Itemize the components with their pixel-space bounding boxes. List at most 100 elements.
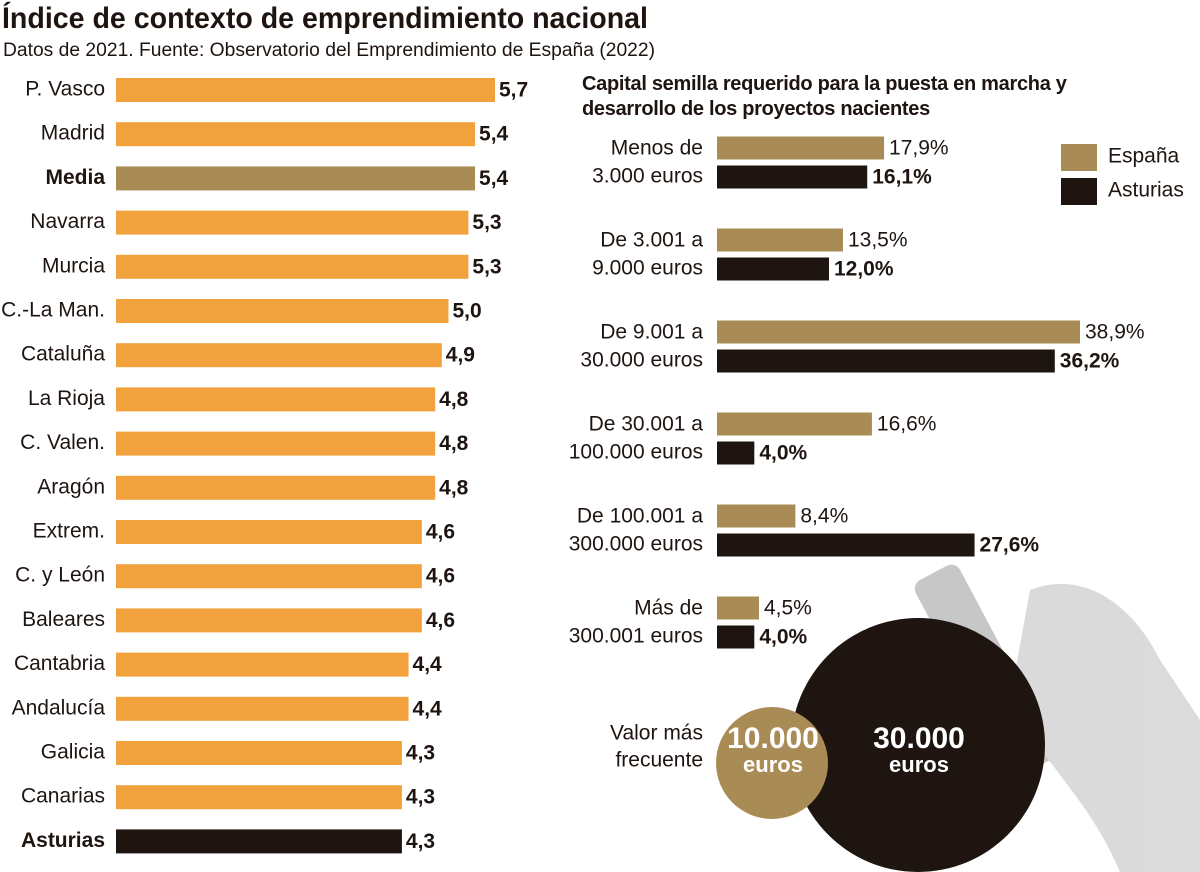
value-label: 16,1%	[872, 166, 932, 189]
value-label: 4,0%	[759, 626, 807, 649]
text-line: De 9.001 a	[600, 320, 703, 343]
text-line: 300.000 euros	[569, 532, 703, 555]
bar	[717, 228, 843, 252]
bar	[717, 504, 796, 528]
bar	[116, 608, 422, 633]
value-label: 4,9	[446, 344, 475, 367]
category-label: De 3.001 a 9.000 euros	[592, 228, 703, 279]
value-label: 38,9%	[1085, 321, 1145, 344]
text-line: 9.000 euros	[592, 256, 703, 279]
value-label: 4,6	[426, 609, 455, 632]
value-label: 4,6	[426, 521, 455, 544]
bar	[116, 652, 409, 677]
bar	[717, 625, 755, 649]
bar	[717, 412, 872, 436]
bar	[116, 122, 476, 147]
value-label: 5,4	[479, 123, 509, 146]
value-label: 27,6%	[980, 534, 1040, 557]
text-line: Valor más	[610, 721, 703, 744]
value-label: 5,7	[499, 79, 528, 102]
category-label: Menos de 3.000 euros	[592, 136, 703, 187]
text-line: Menos de	[611, 136, 703, 159]
category-label: Media	[45, 166, 105, 189]
category-label: Canarias	[21, 785, 105, 808]
annotation-circle	[791, 618, 1045, 872]
bar	[116, 785, 402, 810]
value-label: 36,2%	[1060, 350, 1120, 373]
bar	[116, 254, 469, 279]
category-label: Murcia	[42, 254, 105, 277]
text-line: 300.001 euros	[569, 624, 703, 647]
value-label: 4,8	[439, 388, 469, 411]
text-line: 3.000 euros	[592, 164, 703, 187]
category-label: Andalucía	[12, 696, 106, 719]
bar	[116, 564, 422, 589]
annotation-circle	[716, 707, 828, 819]
category-label: Navarra	[30, 210, 105, 233]
chart-title: Capital semilla requerido para la puesta…	[582, 73, 1067, 120]
bar	[116, 475, 436, 500]
value-label: 4,4	[413, 653, 443, 676]
text-line: De 100.001 a	[577, 504, 703, 527]
value-label: 5,4	[479, 167, 509, 190]
value-label: 13,5%	[848, 229, 908, 252]
annotation-unit: euros	[889, 752, 949, 777]
value-label: 12,0%	[834, 258, 894, 281]
bar	[717, 320, 1080, 344]
text-line: De 3.001 a	[600, 228, 703, 251]
bar	[116, 343, 442, 368]
value-label: 5,3	[472, 211, 501, 234]
value-label: 4,8	[439, 476, 469, 499]
bar	[717, 165, 868, 189]
bar	[116, 696, 409, 721]
annotation-value: 10.000	[727, 722, 819, 755]
category-label: Aragón	[37, 475, 105, 498]
chart-title: Índice de contexto de emprendimiento nac…	[2, 1, 648, 35]
value-label: 4,6	[426, 565, 455, 588]
bar	[116, 431, 436, 456]
bar	[717, 533, 975, 557]
bar	[717, 257, 829, 281]
bar	[717, 596, 759, 620]
category-label: P. Vasco	[25, 78, 105, 101]
text-line: frecuente	[615, 748, 703, 771]
text-line: 100.000 euros	[569, 440, 703, 463]
legend-label: España	[1108, 145, 1180, 168]
legend-label: Asturias	[1108, 179, 1184, 202]
legend-swatch	[1061, 178, 1097, 205]
value-label: 4,3	[406, 742, 435, 765]
text-line: Más de	[634, 596, 703, 619]
chart-subtitle: Datos de 2021. Fuente: Observatorio del …	[3, 40, 655, 61]
bar	[717, 441, 755, 465]
value-label: 4,3	[406, 830, 435, 853]
bar	[116, 166, 476, 191]
bar	[116, 829, 402, 854]
value-label: 5,3	[472, 255, 501, 278]
category-label: C.-La Man.	[1, 299, 105, 322]
bar	[116, 210, 469, 235]
category-label: Asturias	[21, 829, 105, 852]
category-label: Extrem.	[33, 520, 105, 543]
annotation-label: Valor más frecuente	[610, 721, 703, 771]
value-label: 8,4%	[800, 505, 848, 528]
bar	[717, 136, 885, 160]
bar	[116, 78, 495, 102]
bar	[116, 741, 402, 765]
bar	[116, 299, 449, 323]
bar	[116, 520, 422, 544]
category-label: Galicia	[41, 741, 106, 764]
category-label: C. y León	[15, 564, 105, 587]
category-label: De 9.001 a 30.000 euros	[580, 320, 703, 371]
category-label: Madrid	[41, 122, 105, 145]
category-label: Más de 300.001 euros	[569, 596, 703, 647]
category-label: De 100.001 a 300.000 euros	[569, 504, 704, 555]
category-label: Cantabria	[14, 652, 105, 675]
legend-swatch	[1061, 144, 1097, 171]
bar	[717, 349, 1055, 373]
value-label: 17,9%	[889, 137, 949, 160]
text-line: De 30.001 a	[589, 412, 704, 435]
value-label: 4,0%	[759, 442, 807, 465]
value-label: 4,3	[406, 786, 435, 809]
